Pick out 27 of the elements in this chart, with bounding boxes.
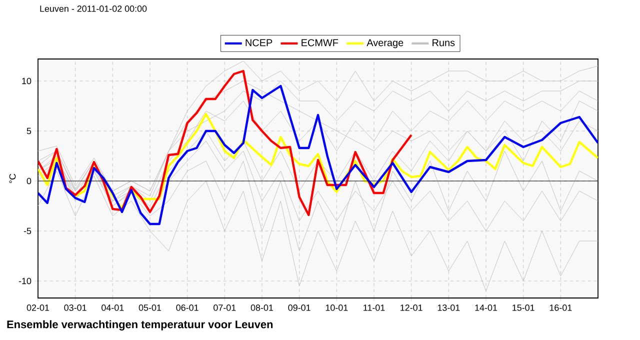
y-tick-label: 0 [26,178,32,184]
x-tick-label: 06-01 [176,304,198,311]
y-tick-label: 10 [22,78,32,84]
x-tick-label: 16-01 [550,304,572,311]
x-tick-label: 11-01 [364,304,385,311]
x-tick-label: 12-01 [400,304,422,311]
x-tick-label: 10-01 [326,304,348,311]
x-tick-label: 13-01 [438,304,460,311]
y-tick-label: 5 [26,128,32,134]
x-tick-label: 05-01 [138,304,162,311]
text: Ensemble verwachtingen temperatuur voor Leuven [7,320,273,330]
legend-label: ECMWF [302,39,338,46]
legend-label: NCEP [246,39,272,46]
x-tick-label: 07-01 [214,304,236,311]
legend-label: Average [366,39,404,48]
y-axis-title: °C [9,174,16,183]
legend-label: Runs [432,39,455,46]
x-tick-label: 09-01 [288,304,310,311]
y-tick-label: -10 [18,278,32,284]
x-tick-label: 14-01 [475,304,498,311]
x-tick-label: 15-01 [512,304,534,311]
x-tick-label: 03-01 [64,304,86,311]
y-tick-label: -5 [24,228,32,234]
x-tick-label: 08-01 [250,304,274,311]
x-tick-label: 04-01 [102,304,124,311]
chart-title: Leuven - 2011-01-02 00:00 [40,6,147,12]
x-tick-label: 02-01 [26,304,50,311]
